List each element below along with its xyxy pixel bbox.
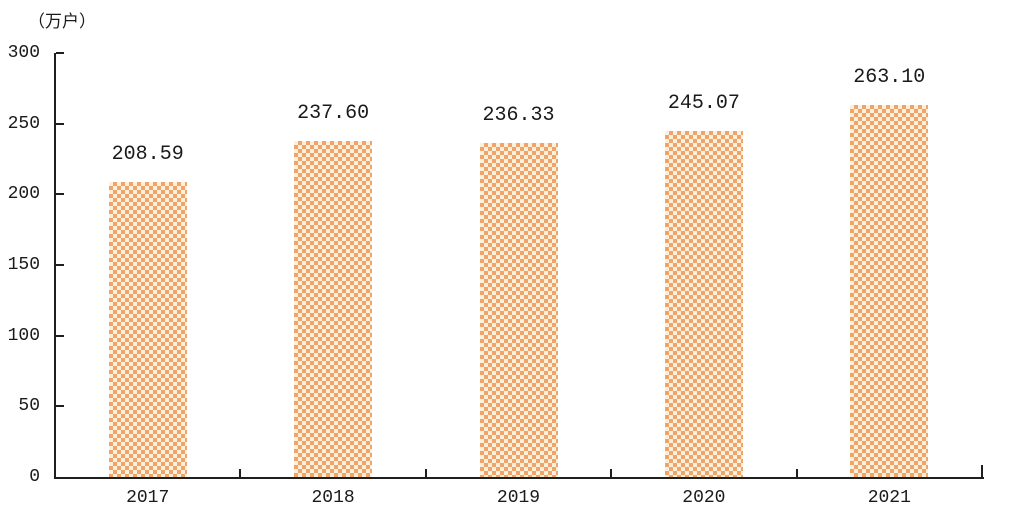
x-category-label: 2021: [867, 488, 911, 508]
y-tick-label: 50: [18, 396, 40, 417]
y-tick-mark: [56, 193, 64, 196]
bar-value-label: 208.59: [111, 143, 184, 167]
x-tick-mark: [424, 469, 427, 477]
x-tick-mark: [610, 469, 613, 477]
x-tick-mark: [795, 469, 798, 477]
y-axis-line: [54, 53, 56, 479]
bar-2021: [850, 105, 929, 477]
x-category-label: 2019: [496, 488, 541, 508]
y-tick-label: 200: [7, 184, 40, 205]
y-tick-label: 300: [7, 43, 40, 63]
bar-2019: [479, 142, 558, 477]
x-axis-line: [54, 477, 984, 479]
bar-2020: [664, 130, 743, 477]
y-axis-unit-label: （万户）: [28, 12, 96, 32]
y-tick-mark: [56, 405, 64, 408]
x-category-label: 2020: [682, 488, 726, 508]
bar-2017: [108, 182, 187, 477]
bar-2018: [294, 141, 373, 477]
bar-value-label: 236.33: [482, 103, 555, 127]
y-tick-label: 250: [7, 113, 40, 134]
bar-value-label: 263.10: [853, 66, 926, 90]
y-tick-label: 150: [7, 255, 40, 275]
bar-value-label: 237.60: [297, 102, 370, 126]
x-tick-mark: [981, 465, 983, 477]
x-category-label: 2017: [126, 488, 170, 508]
x-tick-mark: [239, 469, 242, 477]
y-tick-label: 0: [29, 467, 40, 487]
y-tick-mark: [56, 264, 64, 266]
x-category-label: 2018: [311, 488, 355, 508]
y-tick-mark: [56, 122, 64, 125]
bar-value-label: 245.07: [667, 91, 740, 115]
y-tick-mark: [56, 52, 64, 54]
y-tick-mark: [56, 334, 64, 337]
y-tick-label: 100: [7, 325, 40, 346]
